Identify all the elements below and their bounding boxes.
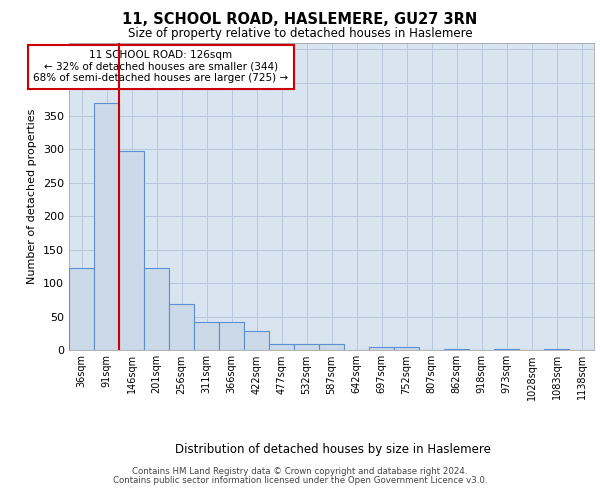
Bar xyxy=(544,348,569,350)
Text: 11 SCHOOL ROAD: 126sqm
← 32% of detached houses are smaller (344)
68% of semi-de: 11 SCHOOL ROAD: 126sqm ← 32% of detached… xyxy=(34,50,289,84)
Bar xyxy=(294,344,319,350)
Bar xyxy=(394,346,419,350)
Bar xyxy=(219,322,244,350)
Bar xyxy=(369,346,394,350)
Bar xyxy=(444,348,469,350)
Text: Size of property relative to detached houses in Haslemere: Size of property relative to detached ho… xyxy=(128,28,472,40)
Bar xyxy=(94,102,119,350)
Bar xyxy=(319,344,344,350)
Y-axis label: Number of detached properties: Number of detached properties xyxy=(28,108,37,284)
Bar xyxy=(144,268,169,350)
Text: Contains public sector information licensed under the Open Government Licence v3: Contains public sector information licen… xyxy=(113,476,487,485)
Bar xyxy=(494,348,519,350)
Bar xyxy=(269,344,294,350)
Bar xyxy=(169,304,194,350)
Bar xyxy=(119,151,144,350)
Text: 11, SCHOOL ROAD, HASLEMERE, GU27 3RN: 11, SCHOOL ROAD, HASLEMERE, GU27 3RN xyxy=(122,12,478,28)
Text: Distribution of detached houses by size in Haslemere: Distribution of detached houses by size … xyxy=(175,442,491,456)
Bar xyxy=(194,322,219,350)
Text: Contains HM Land Registry data © Crown copyright and database right 2024.: Contains HM Land Registry data © Crown c… xyxy=(132,467,468,476)
Bar xyxy=(244,330,269,350)
Bar xyxy=(69,268,94,350)
